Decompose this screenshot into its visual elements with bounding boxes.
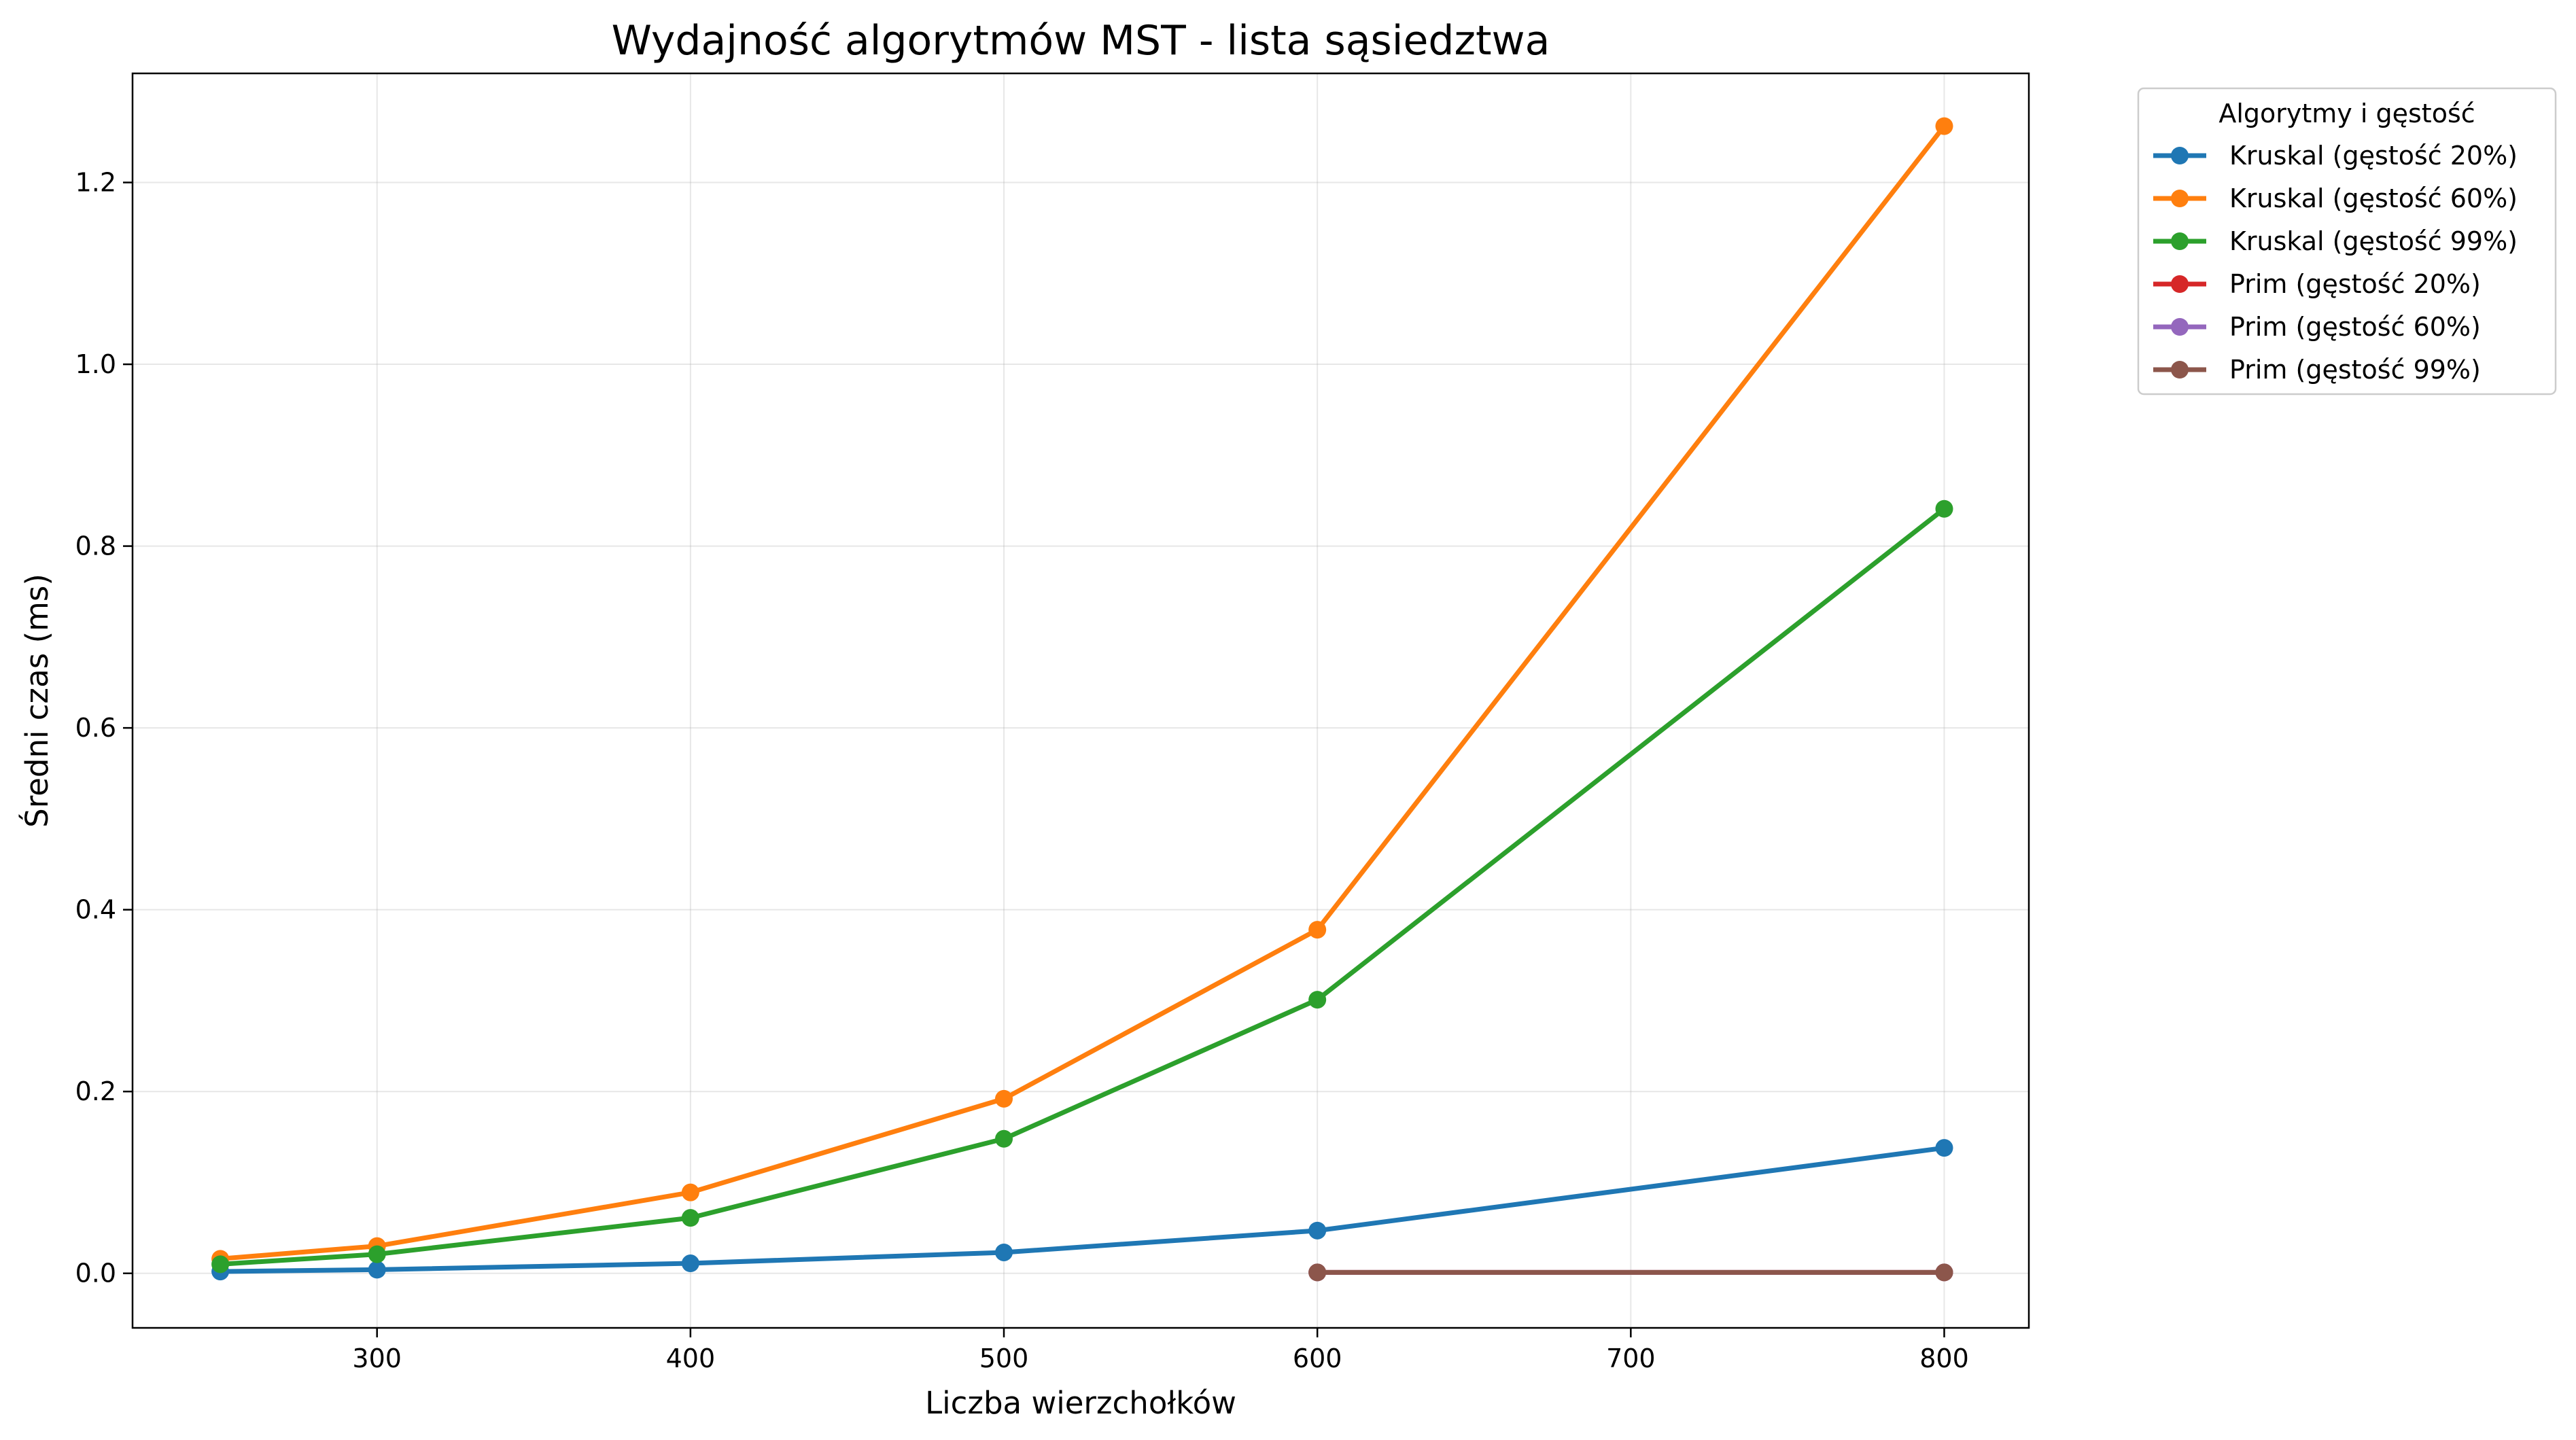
legend: Algorytmy i gęstość Kruskal (gęstość 20%… [2137, 87, 2557, 396]
legend-label: Kruskal (gęstość 99%) [2229, 226, 2518, 256]
legend-items: Kruskal (gęstość 20%) Kruskal (gęstość 60… [2153, 141, 2518, 385]
series-line [217, 122, 1948, 1262]
series-1 [211, 1139, 1953, 1281]
plot-area-frame [131, 72, 2030, 1329]
legend-label: Prim (gęstość 99%) [2229, 355, 2481, 385]
y-tick-label: 0.6 [75, 713, 116, 743]
y-axis: 0.0 0.2 0.4 0.6 0.8 1.0 1.2 [75, 168, 133, 1288]
legend-label: Kruskal (gęstość 20%) [2229, 141, 2518, 171]
legend-item: Prim (gęstość 60%) [2153, 312, 2481, 342]
x-tick-label: 300 [352, 1344, 402, 1373]
y-tick-label: 0.2 [75, 1076, 116, 1106]
x-axis: 300 400 500 600 700 800 [352, 1328, 1969, 1373]
data-point [1935, 499, 1953, 518]
legend-marker [2171, 318, 2189, 336]
data-point [681, 1183, 699, 1201]
series-2 [211, 117, 1953, 1268]
legend-label: Prim (gęstość 60%) [2229, 312, 2481, 342]
y-tick-label: 1.0 [75, 349, 116, 379]
x-axis-label: Liczba wierzchołków [925, 1385, 1236, 1421]
legend-marker [2171, 275, 2189, 293]
legend-marker [2171, 232, 2189, 250]
data-point [995, 1129, 1013, 1148]
data-point [1935, 117, 1953, 135]
y-tick-label: 0.4 [75, 895, 116, 925]
legend-item: Kruskal (gęstość 20%) [2153, 141, 2518, 171]
data-point [995, 1089, 1013, 1108]
data-point [1308, 1221, 1327, 1240]
data-point [1308, 1263, 1327, 1282]
y-tick-label: 0.8 [75, 531, 116, 561]
legend-item: Kruskal (gęstość 60%) [2153, 183, 2518, 213]
data-point [1935, 1139, 1953, 1157]
x-tick-label: 600 [1293, 1344, 1342, 1373]
data-point [1308, 921, 1327, 939]
legend-frame [2137, 87, 2557, 396]
series-3 [211, 499, 1953, 1274]
y-tick-label: 0.0 [75, 1259, 116, 1288]
x-tick-label: 500 [979, 1344, 1029, 1373]
data-point [681, 1209, 699, 1227]
chart-title: Wydajność algorytmów MST - lista sąsiedz… [612, 17, 1550, 65]
series-line [217, 1145, 1947, 1274]
x-tick-label: 400 [666, 1344, 716, 1373]
data-point [368, 1261, 386, 1279]
legend-label: Kruskal (gęstość 60%) [2229, 183, 2518, 213]
legend-item: Prim (gęstość 20%) [2153, 269, 2481, 299]
data-point [368, 1245, 386, 1263]
series-line [217, 505, 1948, 1267]
data-point [681, 1254, 699, 1273]
x-tick-label: 800 [1919, 1344, 1969, 1373]
x-tick-label: 700 [1606, 1344, 1656, 1373]
series-layer [211, 117, 1953, 1282]
y-axis-label: Średni czas (ms) [19, 574, 55, 828]
grid [133, 73, 2029, 1328]
legend-label: Prim (gęstość 20%) [2229, 269, 2481, 299]
series-6 [1308, 1263, 1953, 1282]
y-tick-label: 1.2 [75, 168, 116, 198]
data-point [1935, 1263, 1953, 1282]
legend-marker [2171, 190, 2189, 207]
legend-item: Kruskal (gęstość 99%) [2153, 226, 2518, 256]
data-point [211, 1255, 230, 1274]
legend-marker [2171, 361, 2189, 379]
data-point [995, 1243, 1013, 1261]
data-point [1308, 991, 1327, 1009]
legend-item: Prim (gęstość 99%) [2153, 355, 2481, 385]
legend-title: Algorytmy i gęstość [2218, 99, 2475, 128]
legend-marker [2171, 147, 2189, 164]
